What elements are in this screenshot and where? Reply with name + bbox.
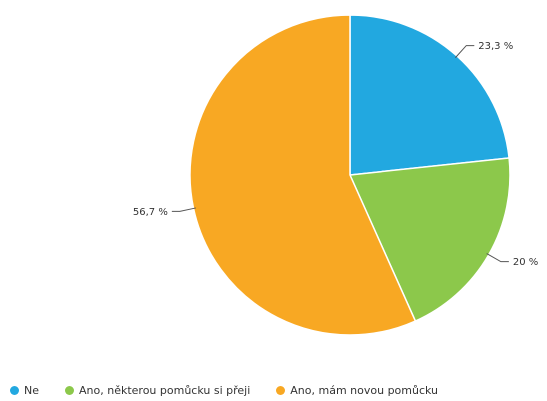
leader-line-ano-nekterou (486, 253, 509, 263)
data-label-ano-novou: 56,7 % (133, 207, 168, 218)
legend-label: Ano, mám novou pomůcku (290, 384, 439, 397)
legend-item-ne[interactable]: Ne (10, 384, 39, 397)
legend-item-ano-novou[interactable]: Ano, mám novou pomůcku (276, 384, 438, 397)
pie-slice-ne (349, 14, 510, 176)
pie-data-labels: 23,3 % 20 % 56,7 % (133, 41, 538, 268)
leader-line-ano-novou (171, 207, 196, 212)
legend-label: Ne (24, 384, 39, 397)
legend-item-ano-nekterou[interactable]: Ano, některou pomůcku si přeji (65, 384, 250, 397)
data-label-ano-nekterou: 20 % (513, 257, 538, 268)
pie-slices (189, 14, 511, 336)
leader-line-ne (454, 45, 475, 59)
data-label-ne: 23,3 % (478, 41, 513, 52)
legend-label: Ano, některou pomůcku si přeji (79, 384, 251, 397)
legend-marker-icon (65, 386, 74, 395)
legend-marker-icon (276, 386, 286, 395)
legend-marker-icon (10, 386, 19, 395)
pie-chart: 23,3 % 20 % 56,7 % (133, 14, 538, 336)
chart-legend: Ne Ano, některou pomůcku si přeji Ano, mám… (10, 384, 464, 397)
